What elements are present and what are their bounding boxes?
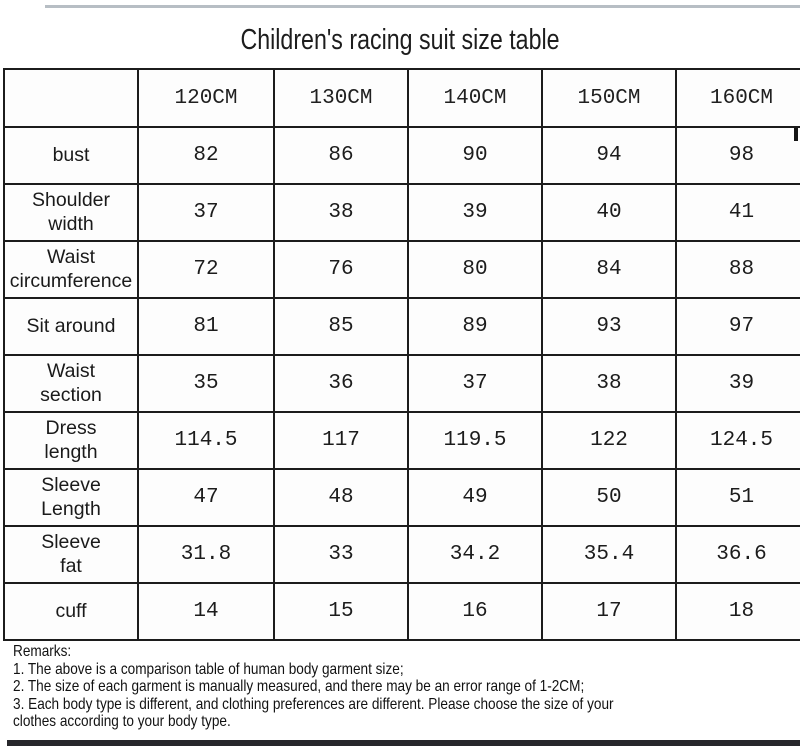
remark-line: 1. The above is a comparison table of hu… (13, 660, 404, 678)
size-value-cell: 41 (675, 183, 800, 242)
size-value-cell: 37 (137, 183, 275, 242)
table-row: bust 82 86 90 94 98 (3, 126, 800, 185)
size-value-cell: 80 (407, 240, 543, 299)
row-label: Waist section (3, 354, 139, 413)
table-row: Dress length 114.5 117 119.5 122 124.5 (3, 411, 800, 470)
size-value-cell: 117 (273, 411, 409, 470)
column-header: 160CM (675, 68, 800, 128)
size-value-cell: 81 (137, 297, 275, 356)
size-value-cell: 36 (273, 354, 409, 413)
size-value-cell: 82 (137, 126, 275, 185)
row-label: Sleeve fat (3, 525, 139, 584)
size-value-cell: 48 (273, 468, 409, 527)
row-label: Sit around (3, 297, 139, 356)
size-value-cell: 34.2 (407, 525, 543, 584)
row-label: Shoulder width (3, 183, 139, 242)
size-table-header: 120CM 130CM 140CM 150CM 160CM (3, 68, 800, 128)
size-value-cell: 90 (407, 126, 543, 185)
row-label: bust (3, 126, 139, 185)
table-row: Waist circumference 72 76 80 84 88 (3, 240, 800, 299)
size-value-cell: 38 (273, 183, 409, 242)
size-value-cell: 122 (541, 411, 677, 470)
size-value-cell: 39 (675, 354, 800, 413)
size-value-cell: 76 (273, 240, 409, 299)
size-value-cell: 51 (675, 468, 800, 527)
size-value-cell: 36.6 (675, 525, 800, 584)
row-label: cuff (3, 582, 139, 641)
size-value-cell: 85 (273, 297, 409, 356)
table-row: cuff 14 15 16 17 18 (3, 582, 800, 641)
size-value-cell: 89 (407, 297, 543, 356)
size-value-cell: 119.5 (407, 411, 543, 470)
size-value-cell: 94 (541, 126, 677, 185)
size-value-cell: 33 (273, 525, 409, 584)
page-title: Children's racing suit size table (240, 24, 560, 56)
table-row: Sleeve fat 31.8 33 34.2 35.4 36.6 (3, 525, 800, 584)
remark-line: clothes according to your body type. (13, 713, 231, 730)
remarks-heading: Remarks: (13, 643, 72, 660)
size-table-body: bust 82 86 90 94 98 Shoulder width 37 38 39 40 41 Wa… (3, 126, 800, 641)
size-value-cell: 86 (273, 126, 409, 185)
table-row: Sleeve Length 47 48 49 50 51 (3, 468, 800, 527)
column-header: 150CM (541, 68, 677, 128)
size-value-cell: 39 (407, 183, 543, 242)
size-value-cell: 31.8 (137, 525, 275, 584)
table-right-border-fragment (794, 128, 798, 141)
table-row: Waist section 35 36 37 38 39 (3, 354, 800, 413)
size-value-cell: 84 (541, 240, 677, 299)
remarks-lines: 1. The above is a comparison table of hu… (13, 661, 702, 731)
size-value-cell: 17 (541, 582, 677, 641)
size-value-cell: 47 (137, 468, 275, 527)
bottom-divider-bar (7, 740, 800, 746)
size-value-cell: 114.5 (137, 411, 275, 470)
remarks-section: Remarks: 1. The above is a comparison ta… (13, 643, 702, 731)
size-value-cell: 35.4 (541, 525, 677, 584)
corner-cell (3, 68, 139, 128)
row-label: Waist circumference (3, 240, 139, 299)
size-value-cell: 15 (273, 582, 409, 641)
size-value-cell: 18 (675, 582, 800, 641)
size-value-cell: 124.5 (675, 411, 800, 470)
size-value-cell: 49 (407, 468, 543, 527)
size-value-cell: 98 (675, 126, 800, 185)
size-value-cell: 38 (541, 354, 677, 413)
size-value-cell: 14 (137, 582, 275, 641)
column-header: 140CM (407, 68, 543, 128)
size-value-cell: 88 (675, 240, 800, 299)
top-divider-line (45, 5, 800, 8)
size-value-cell: 37 (407, 354, 543, 413)
row-label: Dress length (3, 411, 139, 470)
size-value-cell: 97 (675, 297, 800, 356)
table-row: Shoulder width 37 38 39 40 41 (3, 183, 800, 242)
row-label: Sleeve Length (3, 468, 139, 527)
remark-line: 2. The size of each garment is manually … (13, 678, 585, 695)
size-value-cell: 72 (137, 240, 275, 299)
column-header: 120CM (137, 68, 275, 128)
remark-line: 3. Each body type is different, and clot… (13, 695, 614, 713)
size-value-cell: 40 (541, 183, 677, 242)
table-row: Sit around 81 85 89 93 97 (3, 297, 800, 356)
column-header: 130CM (273, 68, 409, 128)
size-value-cell: 50 (541, 468, 677, 527)
size-table: 120CM 130CM 140CM 150CM 160CM bust 82 86 90 94 98… (3, 68, 800, 641)
size-value-cell: 93 (541, 297, 677, 356)
header-row: 120CM 130CM 140CM 150CM 160CM (3, 68, 800, 128)
size-value-cell: 16 (407, 582, 543, 641)
size-value-cell: 35 (137, 354, 275, 413)
